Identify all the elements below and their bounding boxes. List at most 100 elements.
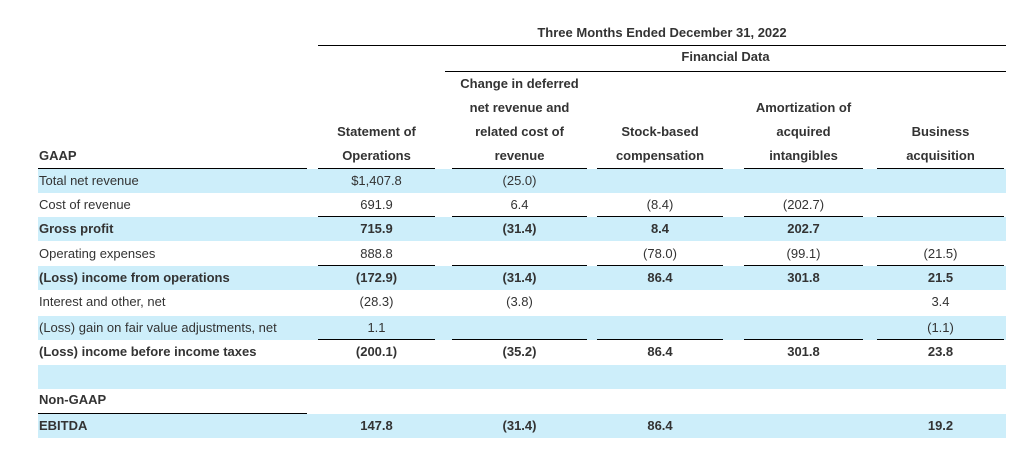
- table-row: (Loss) gain on fair value adjustments, n…: [0, 316, 1023, 340]
- table-row: (Loss) income before income taxes (200.1…: [0, 340, 1023, 364]
- rule-col-5: [877, 168, 1004, 169]
- rule-col-4: [744, 168, 863, 169]
- col-header-amortization: Amortization of acquired intangibles: [755, 100, 852, 163]
- cell-stock-based-compensation: 86.4: [647, 344, 673, 359]
- cell-stock-based-compensation: (78.0): [643, 246, 677, 261]
- row-label: Gross profit: [39, 221, 114, 236]
- rule-col-2: [452, 168, 587, 169]
- cell-business-acquisition: 21.5: [927, 270, 954, 285]
- subtotal-rule: [452, 339, 587, 340]
- group-rule: [445, 71, 1006, 72]
- rule-col-3: [597, 168, 723, 169]
- cell-deferred-revenue: 6.4: [510, 197, 529, 212]
- cell-statement-of-operations: 715.9: [360, 221, 393, 236]
- header-rule: [318, 45, 1006, 46]
- col-header-business-acquisition: Business acquisition: [906, 124, 975, 163]
- subtotal-rule: [597, 216, 723, 217]
- financial-data-header: Financial Data: [681, 49, 770, 64]
- cell-business-acquisition: (1.1): [927, 320, 954, 335]
- cell-deferred-revenue: [452, 316, 587, 340]
- subtotal-rule: [744, 216, 863, 217]
- table-row: (Loss) income from operations (172.9) (3…: [0, 266, 1023, 290]
- row-label: (Loss) income before income taxes: [39, 344, 257, 359]
- cell-deferred-revenue: (25.0): [502, 173, 537, 188]
- table-row: Interest and other, net (28.3) (3.8) 3.4: [0, 290, 1023, 314]
- cell-amortization: 301.8: [787, 344, 820, 359]
- table-row: Cost of revenue 691.9 6.4 (8.4) (202.7): [0, 193, 1023, 217]
- subtotal-rule: [877, 265, 1004, 266]
- cell-business-acquisition: [877, 217, 1004, 241]
- row-label: Cost of revenue: [39, 197, 131, 212]
- cell-statement-of-operations: (28.3): [359, 294, 394, 309]
- subtotal-rule: [318, 339, 435, 340]
- cell-statement-of-operations: 1.1: [367, 320, 386, 335]
- row-label: Total net revenue: [39, 173, 139, 188]
- subtotal-rule: [452, 216, 587, 217]
- cell-statement-of-operations: 147.8: [360, 418, 393, 433]
- row-label: Operating expenses: [39, 246, 156, 261]
- row-label: Interest and other, net: [39, 294, 166, 309]
- cell-statement-of-operations: $1,407.8: [351, 173, 402, 188]
- row-label: (Loss) income from operations: [39, 270, 230, 285]
- row-band: [38, 365, 1006, 389]
- cell-deferred-revenue: (31.4): [502, 418, 537, 433]
- subtotal-rule: [597, 265, 723, 266]
- subtotal-rule: [452, 265, 587, 266]
- subtotal-rule: [877, 339, 1004, 340]
- cell-stock-based-compensation: 86.4: [647, 418, 673, 433]
- cell-amortization: [744, 414, 863, 438]
- row-label: EBITDA: [39, 418, 88, 433]
- rule-col-1: [318, 168, 435, 169]
- cell-statement-of-operations: (172.9): [355, 270, 398, 285]
- cell-deferred-revenue: (35.2): [502, 344, 537, 359]
- table-row: Operating expenses 888.8 (78.0) (99.1) (…: [0, 242, 1023, 266]
- cell-deferred-revenue: (3.8): [506, 294, 533, 309]
- cell-stock-based-compensation: [597, 290, 723, 314]
- cell-amortization: 202.7: [787, 221, 820, 236]
- subtotal-rule: [744, 265, 863, 266]
- cell-business-acquisition: 23.8: [927, 344, 954, 359]
- rule-label-col: [38, 168, 307, 169]
- table-row: Gross profit 715.9 (31.4) 8.4 202.7: [0, 217, 1023, 241]
- cell-statement-of-operations: 888.8: [360, 246, 393, 261]
- cell-stock-based-compensation: 86.4: [647, 270, 673, 285]
- cell-stock-based-compensation: [597, 169, 723, 193]
- cell-amortization: [744, 316, 863, 340]
- cell-deferred-revenue: [452, 242, 587, 266]
- cell-business-acquisition: (21.5): [923, 246, 958, 261]
- cell-amortization: (99.1): [786, 246, 821, 261]
- col-header-stock-based-compensation: Stock-based compensation: [615, 124, 705, 163]
- cell-statement-of-operations: (200.1): [355, 344, 398, 359]
- cell-business-acquisition: [877, 169, 1004, 193]
- cell-amortization: [744, 290, 863, 314]
- subtotal-rule: [744, 339, 863, 340]
- cell-business-acquisition: [877, 193, 1004, 217]
- cell-amortization: [744, 169, 863, 193]
- table-row: EBITDA 147.8 (31.4) 86.4 19.2: [0, 414, 1023, 438]
- subtotal-rule: [877, 216, 1004, 217]
- row-label: (Loss) gain on fair value adjustments, n…: [39, 320, 277, 335]
- cell-amortization: 301.8: [787, 270, 820, 285]
- cell-amortization: (202.7): [782, 197, 825, 212]
- non-gaap-label: Non-GAAP: [39, 392, 107, 407]
- cell-deferred-revenue: (31.4): [502, 270, 537, 285]
- cell-stock-based-compensation: [597, 316, 723, 340]
- row-band: [38, 414, 1006, 438]
- period-header: Three Months Ended December 31, 2022: [537, 25, 787, 40]
- cell-business-acquisition: 19.2: [927, 418, 954, 433]
- col-header-deferred-revenue: Change in deferred net revenue and relat…: [460, 76, 579, 163]
- gaap-label: GAAP: [39, 148, 77, 163]
- cell-business-acquisition: 3.4: [931, 294, 950, 309]
- cell-statement-of-operations: 691.9: [360, 197, 393, 212]
- row-band: [38, 316, 1006, 340]
- row-band: [38, 217, 1006, 241]
- row-band: [38, 169, 1006, 193]
- table-row: Total net revenue $1,407.8 (25.0): [0, 169, 1023, 193]
- cell-stock-based-compensation: 8.4: [650, 221, 670, 236]
- cell-stock-based-compensation: (8.4): [646, 197, 674, 212]
- subtotal-rule: [318, 216, 435, 217]
- row-band: [38, 266, 1006, 290]
- subtotal-rule: [597, 339, 723, 340]
- subtotal-rule: [318, 265, 435, 266]
- col-header-statement-of-operations: Statement of Operations: [337, 124, 416, 163]
